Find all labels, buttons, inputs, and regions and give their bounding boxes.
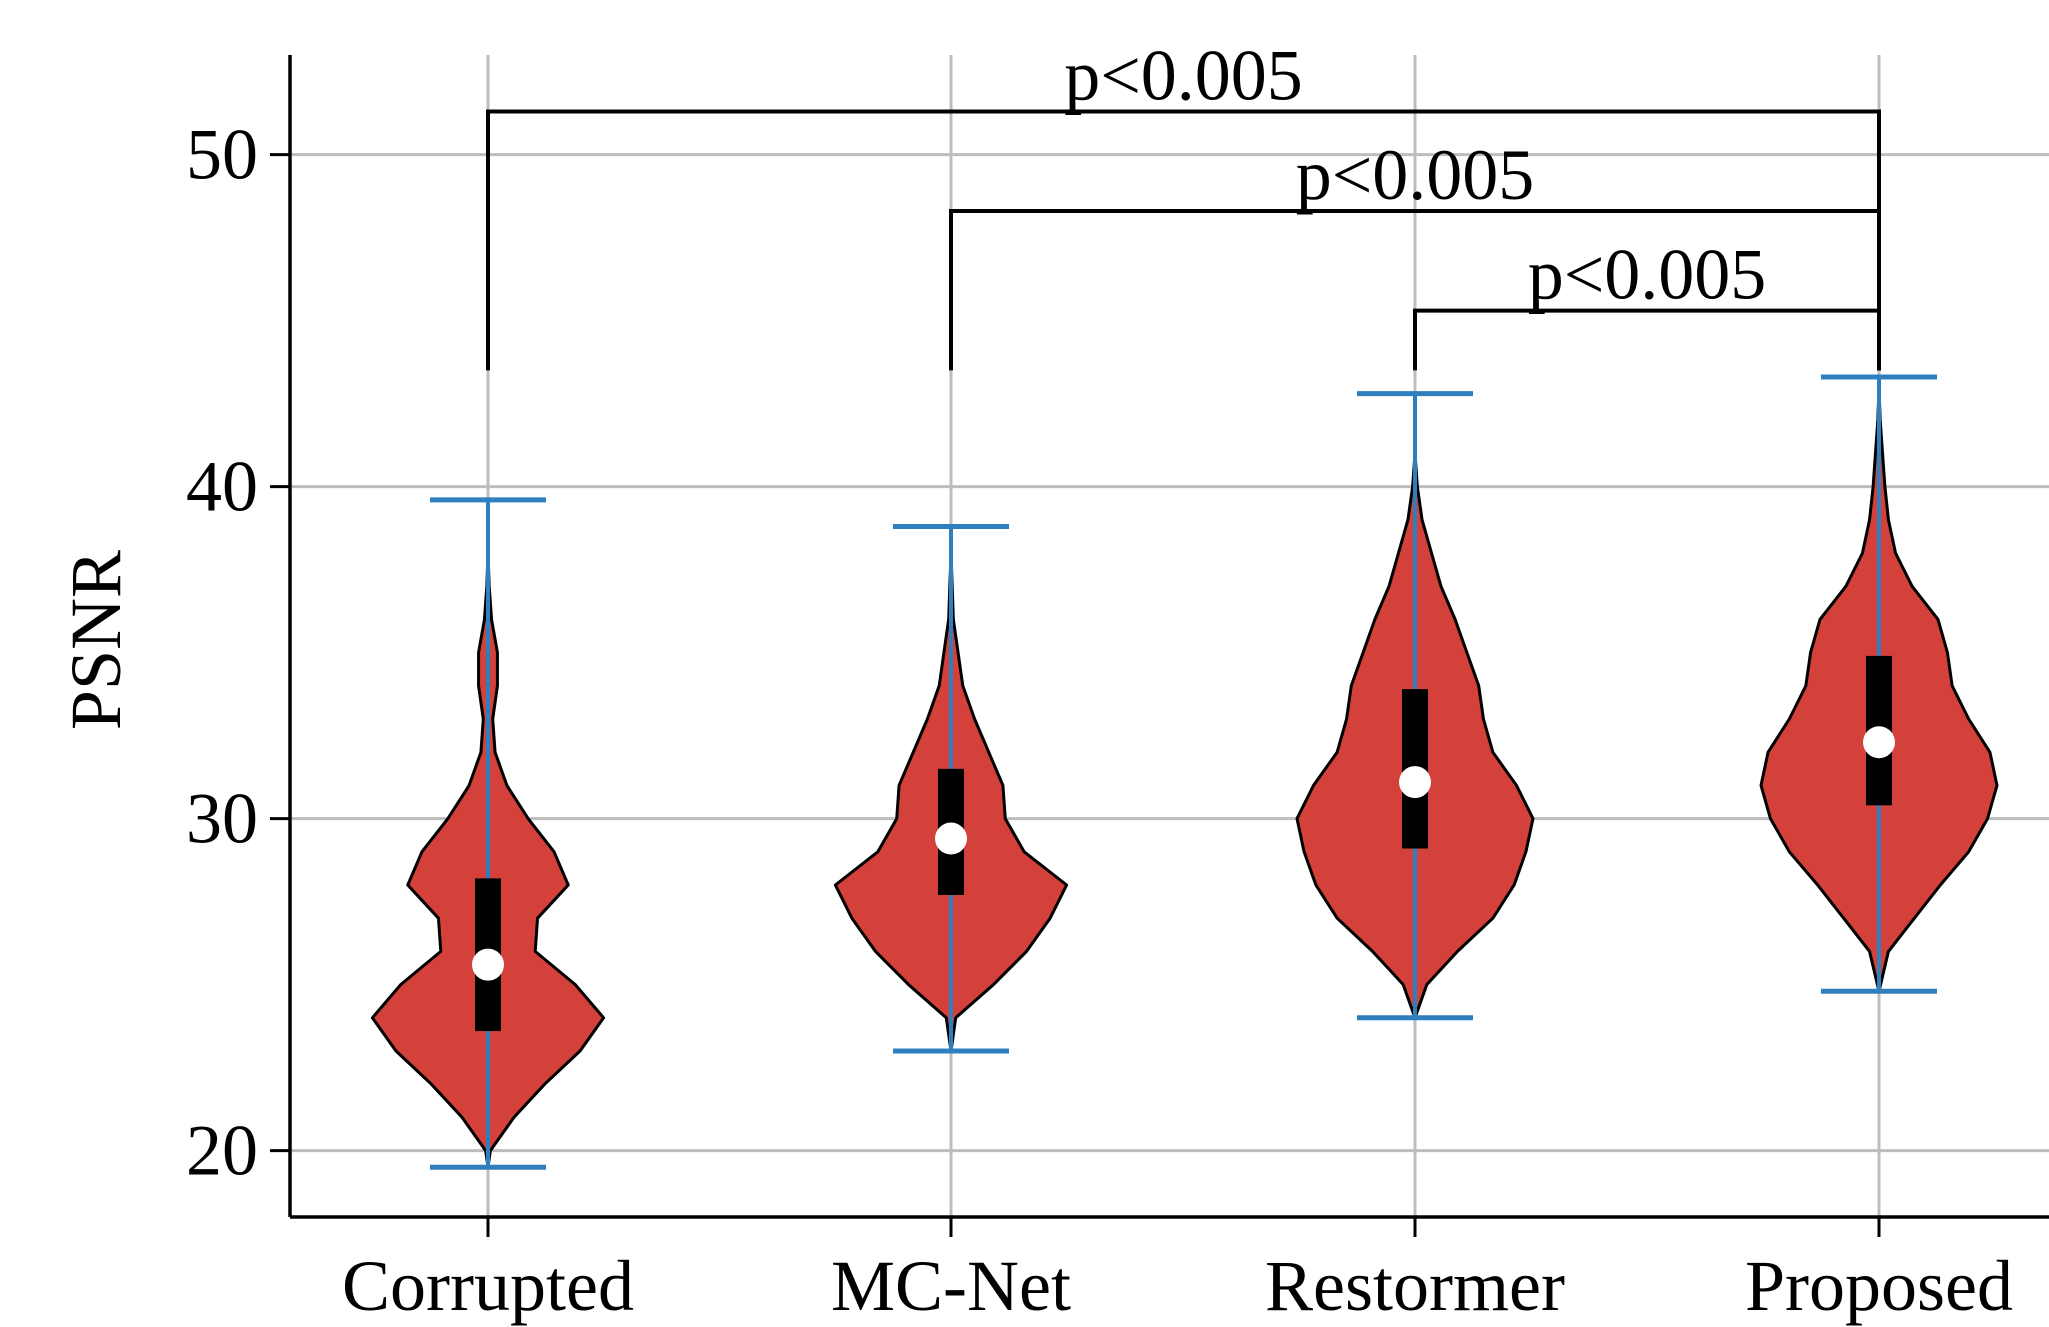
y-tick-label: 20 xyxy=(186,1111,258,1191)
x-tick-label: MC-Net xyxy=(831,1246,1071,1326)
median-marker xyxy=(472,948,504,981)
x-tick-label: Proposed xyxy=(1745,1246,2013,1326)
y-axis-label: PSNR xyxy=(56,550,136,730)
significance-label: p<0.005 xyxy=(1296,135,1535,215)
significance-label: p<0.005 xyxy=(1528,235,1767,315)
annotation-layer: p<0.005 p<0.005 p<0.005 xyxy=(486,35,1881,371)
median-marker xyxy=(1399,766,1431,799)
x-tick-label: Corrupted xyxy=(342,1246,634,1326)
axis-layer: 20 30 40 50 Corrupted MC-Net Restormer Proposed xyxy=(186,55,2049,1326)
x-tick-label: Restormer xyxy=(1265,1246,1565,1326)
significance-label: p<0.005 xyxy=(1064,35,1303,115)
y-tick-label: 50 xyxy=(186,115,258,195)
violin-layer xyxy=(370,374,1999,1170)
median-marker xyxy=(935,822,967,855)
median-marker xyxy=(1863,726,1895,759)
significance-bracket xyxy=(949,209,1881,371)
y-tick-label: 30 xyxy=(186,779,258,859)
y-tick-label: 40 xyxy=(186,447,258,527)
significance-bracket xyxy=(1413,308,1881,371)
